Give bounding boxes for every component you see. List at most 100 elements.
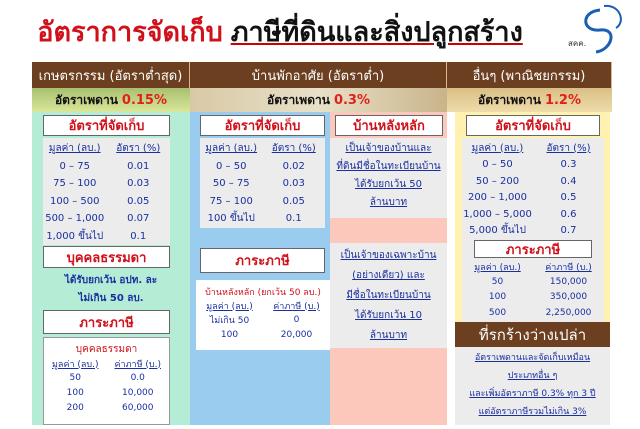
agri-rate-table: มูลค่า (ลบ.) อัตรา (%) 0 – 75 0.01 75 – 10… xyxy=(43,138,170,245)
table-row: มูลค่า (ลบ.) อัตรา (%) xyxy=(43,140,170,158)
text-label: 100 xyxy=(488,292,507,303)
table-row: 75 – 100 0.03 xyxy=(43,175,170,193)
text-label: อัตราเพดาน xyxy=(478,92,541,107)
text-label: 0.02 xyxy=(282,160,305,172)
table-row: 0 – 75 0.01 xyxy=(43,158,170,176)
table-row: 100 350,000 xyxy=(462,290,604,306)
text-label: 0.0 xyxy=(130,372,145,383)
text-label: 200 – 1,000 xyxy=(467,192,528,204)
res-ceiling: อัตราเพดาน 0.3% xyxy=(190,88,447,112)
other-burden-heading: ภาระภาษี xyxy=(474,240,592,258)
svg-text:สคค.: สคค. xyxy=(568,39,586,48)
text-label: 0.07 xyxy=(127,213,150,225)
text-label: 50 – 75 xyxy=(212,178,250,190)
text-label: 75 – 100 xyxy=(53,178,97,190)
text-label: 0 – 75 xyxy=(59,160,90,172)
res-burden-heading: ภาระภาษี xyxy=(200,248,325,273)
agri-rate-heading: อัตราที่จัดเก็บ xyxy=(43,115,170,136)
text-label: ได้รับยกเว้น อปท. ละ xyxy=(64,275,158,286)
text-label: 50 – 200 xyxy=(475,175,520,187)
page-title: อัตราการจัดเก็บ ภาษีที่ดินและสิ่งปลูกสร้า… xyxy=(0,10,560,53)
text-label: 100 ขึ้นไป xyxy=(207,213,255,225)
text-label: มูลค่า (ลบ.) xyxy=(474,263,521,273)
text-label: ประเภทอื่น ๆ xyxy=(507,371,558,381)
text-label: อัตรา (%) xyxy=(116,143,161,155)
text-label: 1.2% xyxy=(544,92,581,108)
exempt-note-1: เป็นเจ้าของบ้านและ ที่ดินมีชื่อในทะเบียนบ… xyxy=(330,138,447,218)
table-row: มูลค่า (ลบ.) ค่าภาษี (บ.) xyxy=(196,299,330,312)
vacant-heading: ที่รกร้างว่างเปล่า xyxy=(455,322,610,347)
text-label: 0.1 xyxy=(285,213,302,225)
text-label: 100 xyxy=(220,329,239,340)
vacant-note: อัตราเพดานและจัดเก็บเหมือน ประเภทอื่น ๆ แ… xyxy=(455,347,610,425)
text-label: อัตราเพดาน xyxy=(54,92,118,107)
text-label: 0.7 xyxy=(560,225,577,237)
text-label: 350,000 xyxy=(549,292,588,303)
text-label: 50 xyxy=(491,276,504,287)
table-row: 500 2,250,000 xyxy=(462,305,604,321)
text-label: อัตรา (%) xyxy=(546,142,591,154)
table-row: ไม่เกิน 50 0 xyxy=(196,312,330,327)
other-burden-table: มูลค่า (ลบ.) ค่าภาษี (บ.) 50 150,000 100 35… xyxy=(462,260,604,321)
text-label: อัตราการจัดเก็บ xyxy=(37,17,223,48)
text-label: 0.05 xyxy=(127,195,150,207)
text-label: มูลค่า (ลบ.) xyxy=(52,359,99,370)
text-label: ไม่เกิน 50 xyxy=(209,315,250,326)
text-label: และเพิ่มอัตราภาษี 0.3% ทุก 3 ปี xyxy=(469,389,596,399)
text-label: อัตรา (%) xyxy=(271,143,316,155)
text-label: ค่าภาษี (บ.) xyxy=(114,359,161,370)
text-label: 0.6 xyxy=(560,208,577,220)
text-label: มูลค่า (ลบ.) xyxy=(206,301,253,312)
table-row: 50 0.0 xyxy=(44,370,169,385)
res-header: บ้านพักอาศัย (อัตราต่ำ) xyxy=(190,62,447,88)
text-label: 100 – 500 xyxy=(49,195,100,207)
text-label: 20,000 xyxy=(280,329,313,340)
text-label: 500 – 1,000 xyxy=(45,213,105,225)
text-label: 0.4 xyxy=(560,175,577,187)
other-ceiling: อัตราเพดาน 1.2% xyxy=(447,88,612,112)
text-label: ภาษีที่ดินและสิ่งปลูกสร้าง xyxy=(230,17,523,48)
text-label: (อย่างเดียว) และ xyxy=(352,270,425,281)
text-label: 150,000 xyxy=(549,276,588,287)
text-label: ได้รับยกเว้น 50 xyxy=(355,179,422,190)
text-label: เป็นเจ้าของบ้านและ xyxy=(345,143,432,154)
text-label: มูลค่า (ลบ.) xyxy=(205,143,258,155)
text-label: 0 – 50 xyxy=(482,159,513,171)
text-label: ค่าภาษี (บ.) xyxy=(273,301,320,312)
table-row: 50 – 75 0.03 xyxy=(200,175,325,193)
text-label: อัตราเพดาน xyxy=(267,92,330,107)
res-burden-table: บ้านหลังหลัก (ยกเว้น 50 ลบ.) มูลค่า (ลบ.… xyxy=(196,280,330,350)
text-label: 50 xyxy=(69,372,81,383)
text-label: บุคคลธรรมดา xyxy=(75,344,138,355)
table-row: 100 20,000 xyxy=(196,327,330,342)
table-row: มูลค่า (ลบ.) ค่าภาษี (บ.) xyxy=(462,260,604,274)
agri-burden-table: บุคคลธรรมดา มูลค่า (ลบ.) ค่าภาษี (บ.) 50 0… xyxy=(43,337,170,425)
agri-person-heading: บุคคลธรรมดา xyxy=(43,246,170,268)
table-row: 100 – 500 0.05 xyxy=(43,193,170,211)
table-row: 50 – 200 0.4 xyxy=(462,173,604,190)
text-label: ล้านบาท xyxy=(369,197,408,208)
text-label: 500 xyxy=(488,307,507,318)
table-row: 0 – 50 0.3 xyxy=(462,157,604,174)
text-label: 0.03 xyxy=(282,178,305,190)
res-rate-heading: อัตราที่จัดเก็บ xyxy=(200,115,325,136)
text-label: 0.5 xyxy=(560,192,577,204)
text-label: 1,000 – 5,000 xyxy=(463,208,532,220)
other-rate-heading: อัตราที่จัดเก็บ xyxy=(466,115,600,136)
logo: สคค. xyxy=(560,2,632,60)
text-label: มีชื่อในทะเบียนบ้าน xyxy=(346,290,431,301)
text-label: 0.15% xyxy=(121,92,168,108)
table-row: 500 – 1,000 0.07 xyxy=(43,210,170,228)
text-label: 0.03 xyxy=(127,178,150,190)
text-label: แต่อัตราภาษีรวมไม่เกิน 3% xyxy=(478,407,587,417)
text-label: มูลค่า (ลบ.) xyxy=(471,142,524,154)
other-header: อื่นๆ (พาณิชยกรรม) xyxy=(447,62,612,88)
table-row: 100 10,000 xyxy=(44,385,169,400)
text-label: 0.3 xyxy=(560,159,577,171)
table-row: 100 ขึ้นไป 0.1 xyxy=(200,210,325,228)
other-rate-table: มูลค่า (ลบ.) อัตรา (%) 0 – 50 0.3 50 – 200… xyxy=(462,138,604,322)
res-rate-table: มูลค่า (ลบ.) อัตรา (%) 0 – 50 0.02 50 – 75… xyxy=(200,138,325,228)
text-label: 1,000 ขึ้นไป xyxy=(46,230,104,242)
text-label: 0 – 50 xyxy=(216,160,247,172)
agri-person-note: ได้รับยกเว้น อปท. ละ ไม่เกิน 50 ลบ. xyxy=(38,272,184,308)
